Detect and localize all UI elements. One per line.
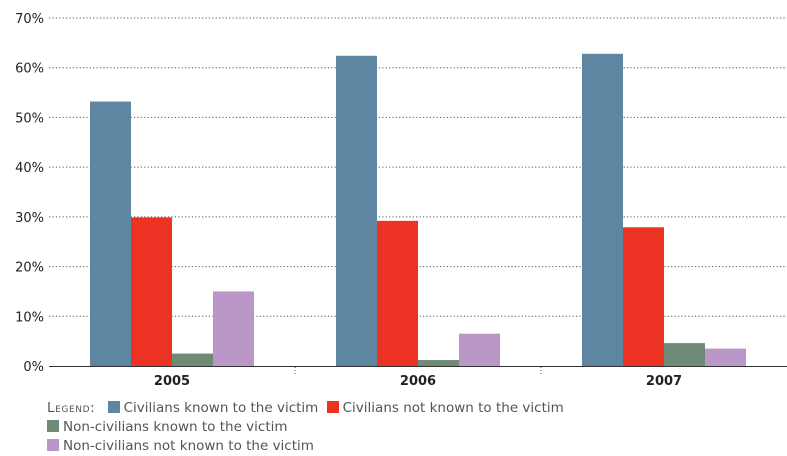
y-tick-label: 70% [15, 12, 44, 27]
legend-label-non-civilians-not-known: Non-civilians not known to the victim [63, 438, 314, 454]
legend-label-civilians-known: Civilians known to the victim [123, 400, 319, 416]
y-tick-label: 20% [15, 261, 44, 276]
x-tick-label: 2005 [154, 374, 190, 389]
legend: Legend: Civilians known to the victim Ci… [47, 399, 787, 456]
x-tick-label: 2006 [400, 374, 436, 389]
y-tick-label: 0% [23, 360, 44, 375]
bar [418, 360, 459, 366]
legend-item-non-civilians-not-known: Non-civilians not known to the victim [47, 437, 314, 456]
legend-item-non-civilians-known: Non-civilians known to the victim [47, 418, 288, 437]
bar [90, 101, 131, 367]
legend-item-civilians-known: Civilians known to the victim [107, 399, 319, 418]
bar-chart: 0% 10% 20% 30% 40% 50% 60% 70% 2005 2006 2007 [15, 12, 787, 389]
x-tick-label: 2007 [646, 374, 682, 389]
y-tick-label: 40% [15, 161, 44, 176]
bar [377, 220, 418, 366]
legend-swatch-civilians-not-known [326, 401, 339, 413]
y-tick-label: 60% [15, 62, 44, 77]
legend-item-civilians-not-known: Civilians not known to the victim [326, 399, 564, 418]
legend-swatch-non-civilians-not-known [47, 439, 59, 451]
legend-title: Legend: [47, 400, 96, 416]
legend-label-non-civilians-known: Non-civilians known to the victim [63, 419, 288, 435]
bar [131, 217, 172, 366]
legend-label-civilians-not-known: Civilians not known to the victim [342, 400, 564, 416]
bar [459, 333, 500, 366]
bar [623, 227, 664, 366]
legend-swatch-non-civilians-known [47, 420, 59, 432]
bar [664, 343, 705, 366]
legend-swatch-civilians-known [107, 401, 120, 413]
y-tick-label: 10% [15, 310, 44, 325]
bar [582, 53, 623, 367]
bar [336, 55, 377, 366]
bar [213, 291, 254, 366]
y-tick-label: 50% [15, 111, 44, 126]
y-tick-label: 30% [15, 211, 44, 226]
chart-svg: 0% 10% 20% 30% 40% 50% 60% 70% 2005 2006 2007 [15, 12, 787, 389]
bar [172, 353, 213, 366]
bar [705, 348, 746, 366]
